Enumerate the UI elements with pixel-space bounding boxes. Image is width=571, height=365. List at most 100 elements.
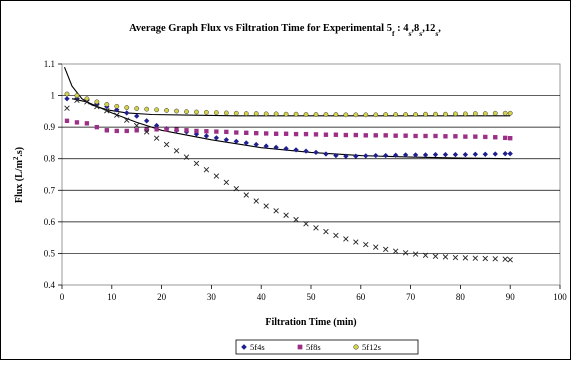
data-point [193, 131, 200, 137]
x-tick-label: 40 [257, 292, 267, 302]
data-point [223, 110, 229, 116]
data-point [353, 112, 359, 118]
x-tick-label: 80 [456, 292, 466, 302]
data-point [412, 152, 419, 158]
data-point [243, 192, 249, 198]
legend-marker [353, 344, 359, 350]
y-tick-label: 0.8 [44, 154, 56, 164]
data-point [343, 112, 349, 118]
data-point [74, 120, 80, 125]
x-tick-label: 100 [553, 292, 567, 302]
y-tick-labels: 0.4 0.5 0.6 0.7 0.8 0.9 1 1.1 [44, 59, 62, 290]
data-point [313, 149, 319, 156]
data-point [373, 133, 378, 138]
data-point [273, 208, 279, 214]
legend-marker [297, 344, 303, 350]
legend-box [235, 339, 419, 355]
data-point [74, 97, 80, 104]
data-point [413, 112, 418, 117]
data-point [323, 132, 329, 137]
data-point [114, 128, 119, 134]
series-5f12s [64, 91, 513, 118]
data-point [382, 246, 389, 253]
title-part: s [435, 29, 438, 38]
data-point [303, 112, 309, 117]
data-point [443, 134, 448, 139]
data-point [502, 110, 508, 116]
data-point [264, 131, 269, 136]
data-point [313, 132, 319, 137]
data-point [373, 112, 379, 118]
data-point [203, 167, 210, 173]
y-label-part: Flux (L/m [14, 159, 25, 203]
x-tick-label: 70 [406, 292, 416, 302]
data-point [423, 133, 428, 139]
data-point [134, 128, 139, 133]
chart-title: Average Graph Flux vs Filtration Time fo… [129, 23, 441, 38]
data-point [64, 105, 70, 111]
data-point [472, 151, 479, 158]
data-point [333, 132, 339, 137]
legend-label: 5f8s [306, 342, 321, 352]
data-point [363, 153, 369, 159]
data-point [194, 128, 199, 134]
data-point [432, 253, 439, 259]
data-point [353, 132, 358, 138]
data-point [502, 256, 508, 262]
data-point [253, 141, 259, 148]
data-point [433, 111, 438, 117]
y-tick-label: 1 [51, 91, 56, 101]
x-tick-label: 60 [356, 292, 366, 302]
data-point [508, 136, 513, 141]
data-point [393, 112, 399, 117]
data-point [174, 127, 179, 132]
data-point [303, 221, 309, 227]
data-point [174, 108, 179, 114]
x-tick-label: 10 [107, 292, 117, 302]
data-point [104, 102, 110, 107]
data-point [234, 130, 239, 135]
x-tick-label: 20 [157, 292, 167, 302]
title-part: s [408, 29, 411, 38]
data-point [343, 236, 349, 242]
data-point [213, 110, 219, 116]
data-point [64, 118, 70, 123]
data-point [154, 127, 159, 132]
data-point [442, 151, 449, 158]
data-point [422, 152, 429, 158]
data-point [254, 130, 259, 136]
data-point [293, 131, 299, 137]
data-point [193, 160, 200, 167]
data-point [402, 250, 409, 256]
plot-area [61, 63, 561, 286]
data-point [94, 99, 100, 105]
data-point [123, 110, 130, 116]
title-part: ,12 [422, 23, 435, 34]
data-point [114, 112, 120, 118]
data-point [204, 109, 209, 115]
data-point [483, 134, 488, 140]
title-part: s [419, 29, 422, 38]
y-tick-label: 0.6 [44, 217, 56, 227]
data-point [482, 255, 489, 262]
data-point [492, 256, 498, 262]
data-point [473, 134, 478, 139]
legend-label: 5f4s [250, 342, 265, 352]
data-point [164, 108, 169, 113]
data-point [163, 141, 170, 148]
y-label-part: 2 [12, 156, 20, 160]
y-tick-label: 0.4 [44, 280, 56, 290]
data-point [403, 133, 408, 138]
x-tick-label: 90 [506, 292, 516, 302]
data-point [263, 111, 269, 117]
data-point [403, 112, 409, 117]
y-label-part: .s) [14, 147, 25, 157]
data-point [153, 135, 160, 141]
data-point [462, 255, 469, 261]
data-point [452, 254, 459, 261]
data-point [203, 133, 210, 139]
data-point [492, 151, 499, 157]
title-part: ,8 [411, 23, 419, 34]
